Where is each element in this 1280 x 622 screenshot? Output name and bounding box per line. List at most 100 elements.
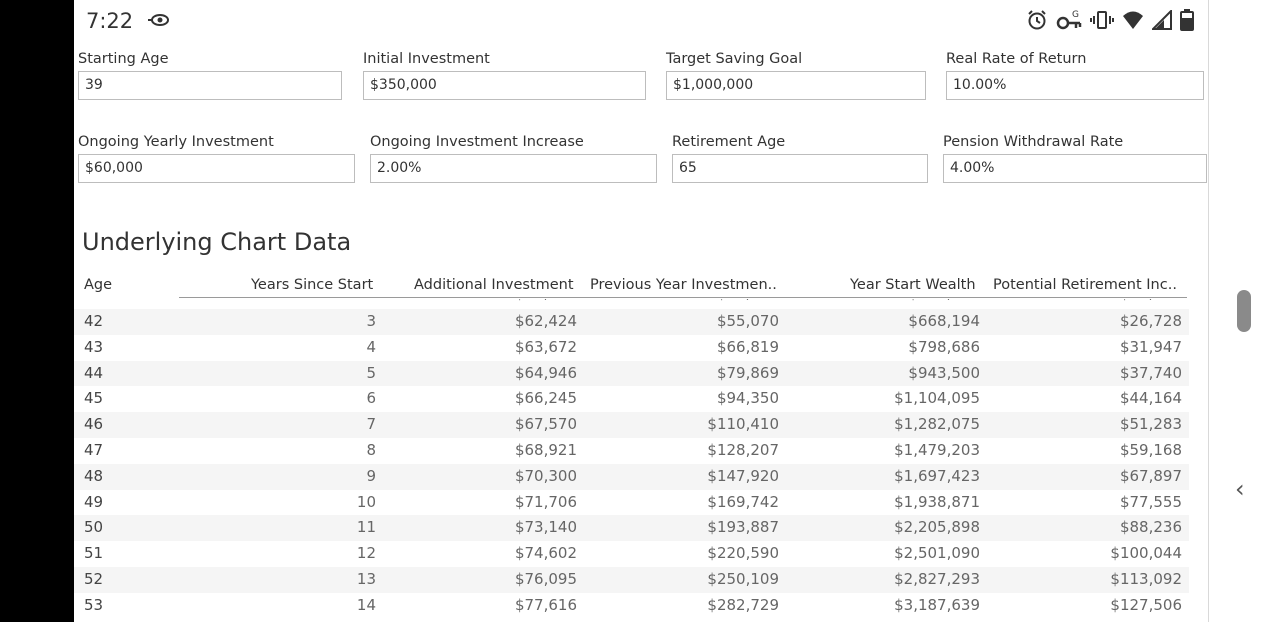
table-cell: 42 — [84, 312, 104, 330]
right-rail: ‹ — [1208, 0, 1280, 622]
pension-withdrawal-rate-input[interactable]: 4.00% — [943, 154, 1207, 183]
table-cell: $66,245 — [514, 389, 577, 408]
table-cell: 50 — [84, 518, 104, 537]
table-cell: $77,616 — [514, 595, 577, 614]
column-header-additional-investment[interactable]: Additional Investment — [414, 277, 574, 293]
table-cell: $67,897 — [1119, 466, 1182, 485]
vibrate-icon — [1090, 9, 1114, 31]
table-cell: $77,555 — [1119, 492, 1182, 511]
table-cell: $282,729 — [707, 595, 779, 614]
table-cell: 5 — [366, 363, 376, 382]
table-cell: $1,938,871 — [894, 492, 980, 511]
table-cell: 9 — [366, 466, 376, 485]
table-cell: $51,283 — [1119, 415, 1182, 434]
data-table-body[interactable]: 412$61,200$44,500$550,700$22,028423$62,4… — [74, 289, 1189, 619]
param-ongoing-yearly-investment: Ongoing Yearly Investment $60,000 — [78, 134, 355, 183]
app-screen: 7:22 G Starting Age 3 — [74, 0, 1280, 622]
scrollbar-thumb[interactable] — [1237, 290, 1251, 332]
param-real-rate-of-return: Real Rate of Return 10.00% — [946, 51, 1204, 100]
table-header: Age Years Since Start Additional Investm… — [74, 275, 1189, 299]
retirement-age-input[interactable]: 65 — [672, 154, 928, 183]
battery-icon — [1180, 9, 1194, 31]
table-cell: $193,887 — [707, 518, 779, 537]
table-row: 43 4 $63,672 $66,819 $798,686 $31,947 — [74, 335, 1189, 361]
table-cell: 6 — [366, 389, 376, 408]
table-row: 53 14 $77,616 $282,729 $3,187,639 $127,506 — [74, 593, 1189, 619]
table-cell: $94,350 — [716, 389, 779, 408]
table-cell: $1,104,095 — [894, 389, 980, 408]
table-cell: $37,740 — [1119, 363, 1182, 382]
table-cell: $2,501,090 — [894, 544, 980, 563]
column-header-potential-retirement-income[interactable]: Potential Retirement Inc.. — [993, 277, 1177, 293]
table-cell: 44 — [84, 363, 104, 382]
table-cell: $798,686 — [908, 337, 980, 356]
table-cell: 4 — [366, 337, 376, 356]
status-time: 7:22 — [86, 9, 134, 33]
ongoing-yearly-investment-input[interactable]: $60,000 — [78, 154, 355, 183]
initial-investment-input[interactable]: $350,000 — [363, 71, 646, 100]
eye-icon — [146, 12, 170, 28]
param-initial-investment: Initial Investment $350,000 — [363, 51, 646, 100]
table-cell: $44,164 — [1119, 389, 1182, 408]
starting-age-input[interactable]: 39 — [78, 71, 342, 100]
param-target-saving-goal: Target Saving Goal $1,000,000 — [666, 51, 926, 100]
param-label: Initial Investment — [363, 51, 490, 67]
table-cell: $113,092 — [1110, 569, 1182, 588]
column-header-year-start-wealth[interactable]: Year Start Wealth — [850, 277, 976, 293]
table-cell: $55,070 — [716, 312, 779, 330]
table-cell: $67,570 — [514, 415, 577, 434]
wifi-icon — [1122, 10, 1144, 30]
param-pension-withdrawal-rate: Pension Withdrawal Rate 4.00% — [943, 134, 1207, 183]
table-cell: 10 — [356, 492, 376, 511]
table-cell: $110,410 — [707, 415, 779, 434]
table-cell: 49 — [84, 492, 104, 511]
table-row: 50 11 $73,140 $193,887 $2,205,898 $88,236 — [74, 515, 1189, 542]
table-cell: $2,205,898 — [894, 518, 980, 537]
table-cell: 48 — [84, 466, 104, 485]
table-title: Underlying Chart Data — [82, 228, 352, 256]
table-row: 46 7 $67,570 $110,410 $1,282,075 $51,283 — [74, 412, 1189, 438]
device-bezel — [0, 0, 74, 622]
table-cell: $31,947 — [1119, 337, 1182, 356]
table-cell: 13 — [356, 569, 376, 588]
alarm-icon — [1026, 9, 1048, 31]
table-cell: $64,946 — [514, 363, 577, 382]
table-cell: $74,602 — [514, 544, 577, 563]
column-header-age[interactable]: Age — [84, 277, 113, 293]
table-cell: 53 — [84, 595, 104, 614]
chevron-left-icon[interactable]: ‹ — [1235, 475, 1245, 503]
table-cell: $127,506 — [1110, 595, 1182, 614]
table-cell: 7 — [366, 415, 376, 434]
table-cell: $1,282,075 — [894, 415, 980, 434]
table-cell: $128,207 — [707, 440, 779, 459]
table-cell: 3 — [366, 312, 376, 330]
param-label: Pension Withdrawal Rate — [943, 134, 1124, 150]
table-cell: $220,590 — [707, 544, 779, 563]
table-cell: $73,140 — [514, 518, 577, 537]
param-label: Target Saving Goal — [666, 51, 803, 67]
table-cell: $63,672 — [514, 337, 577, 356]
column-header-years-since-start[interactable]: Years Since Start — [251, 277, 374, 293]
column-header-previous-year-investment[interactable]: Previous Year Investmen.. — [590, 277, 777, 293]
table-cell: $250,109 — [707, 569, 779, 588]
table-cell: $26,728 — [1119, 312, 1182, 330]
table-cell: $66,819 — [716, 337, 779, 356]
vpn-key-icon: G — [1056, 9, 1082, 31]
param-label: Ongoing Investment Increase — [370, 134, 584, 150]
param-ongoing-investment-increase: Ongoing Investment Increase 2.00% — [370, 134, 657, 183]
target-saving-goal-input[interactable]: $1,000,000 — [666, 71, 926, 100]
param-label: Ongoing Yearly Investment — [78, 134, 274, 150]
table-cell: 11 — [356, 518, 376, 537]
svg-text:G: G — [1072, 10, 1079, 20]
table-cell: 45 — [84, 389, 104, 408]
table-cell: $3,187,639 — [894, 595, 980, 614]
table-cell: 14 — [356, 595, 376, 614]
table-cell: $59,168 — [1119, 440, 1182, 459]
table-row: 44 5 $64,946 $79,869 $943,500 $37,740 — [74, 360, 1189, 387]
table-cell: 52 — [84, 569, 104, 588]
real-rate-of-return-input[interactable]: 10.00% — [946, 71, 1204, 100]
table-cell: $62,424 — [514, 312, 577, 330]
ongoing-investment-increase-input[interactable]: 2.00% — [370, 154, 657, 183]
signal-icon — [1152, 10, 1172, 30]
param-label: Starting Age — [78, 51, 169, 67]
